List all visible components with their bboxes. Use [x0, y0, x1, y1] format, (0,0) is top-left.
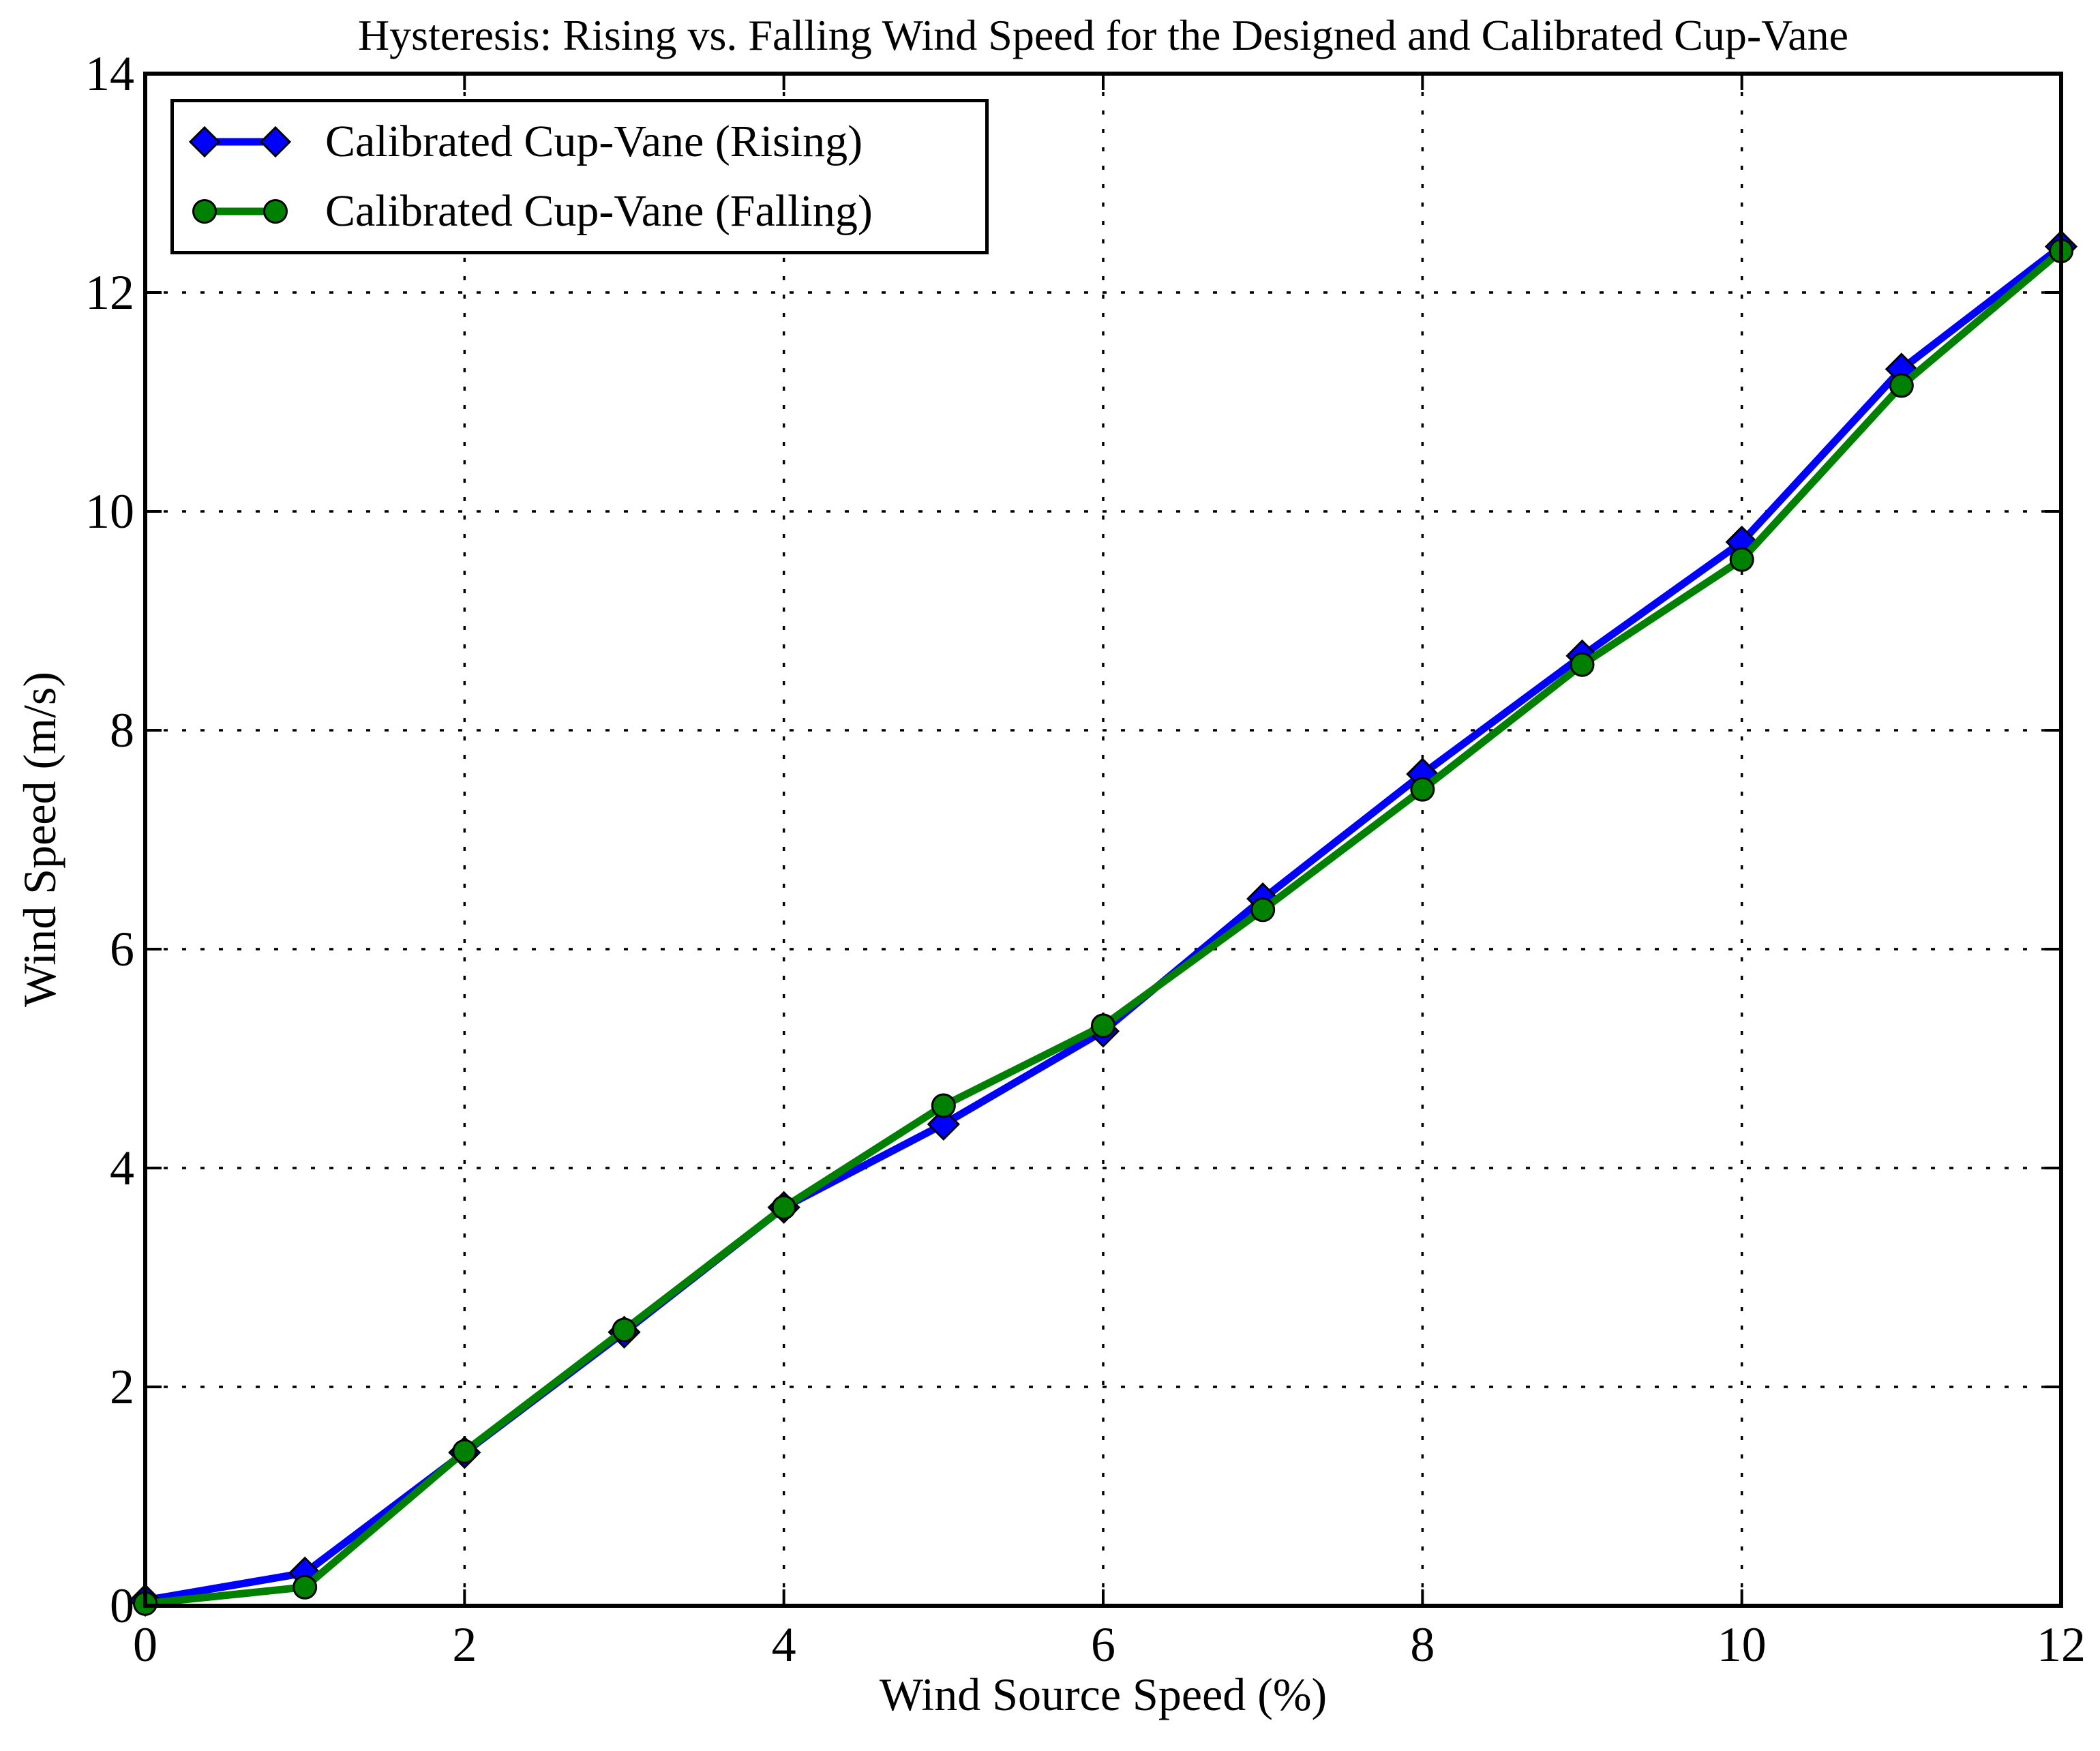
y-tick-label: 14 [85, 46, 134, 101]
y-tick-label: 8 [110, 703, 134, 758]
x-tick-label: 4 [771, 1617, 796, 1672]
diamond-line-sample-icon [189, 125, 291, 158]
y-tick-label: 10 [85, 484, 134, 539]
legend-item-0: Calibrated Cup-Vane (Rising) [174, 107, 985, 177]
x-tick-label: 10 [1717, 1617, 1767, 1672]
series-1 [133, 239, 2073, 1616]
legend-item-1: Calibrated Cup-Vane (Falling) [174, 177, 985, 246]
x-tick-label: 8 [1410, 1617, 1435, 1672]
x-tick-label: 12 [2037, 1617, 2086, 1672]
circle-line-sample-icon [192, 199, 288, 224]
tick-marks [144, 72, 2062, 1607]
y-axis-label: Wind Speed (m/s) [14, 671, 65, 1008]
chart-title: Hysteresis: Rising vs. Falling Wind Spee… [357, 11, 1849, 59]
y-tick-label: 0 [110, 1578, 134, 1633]
legend-label: Calibrated Cup-Vane (Falling) [325, 186, 873, 236]
x-tick-label: 6 [1091, 1617, 1115, 1672]
x-tick-label: 0 [133, 1617, 158, 1672]
x-axis-label: Wind Source Speed (%) [879, 1668, 1328, 1720]
y-tick-label: 2 [110, 1360, 134, 1414]
y-tick-label: 4 [110, 1141, 134, 1195]
y-tick-label: 6 [110, 922, 134, 976]
legend: Calibrated Cup-Vane (Rising) Calibrated C… [170, 99, 989, 254]
axes-frame [143, 72, 2063, 1608]
x-tick-label: 2 [452, 1617, 477, 1672]
y-tick-label: 12 [85, 265, 134, 320]
gridlines [145, 74, 2061, 1606]
legend-label: Calibrated Cup-Vane (Rising) [325, 117, 863, 166]
